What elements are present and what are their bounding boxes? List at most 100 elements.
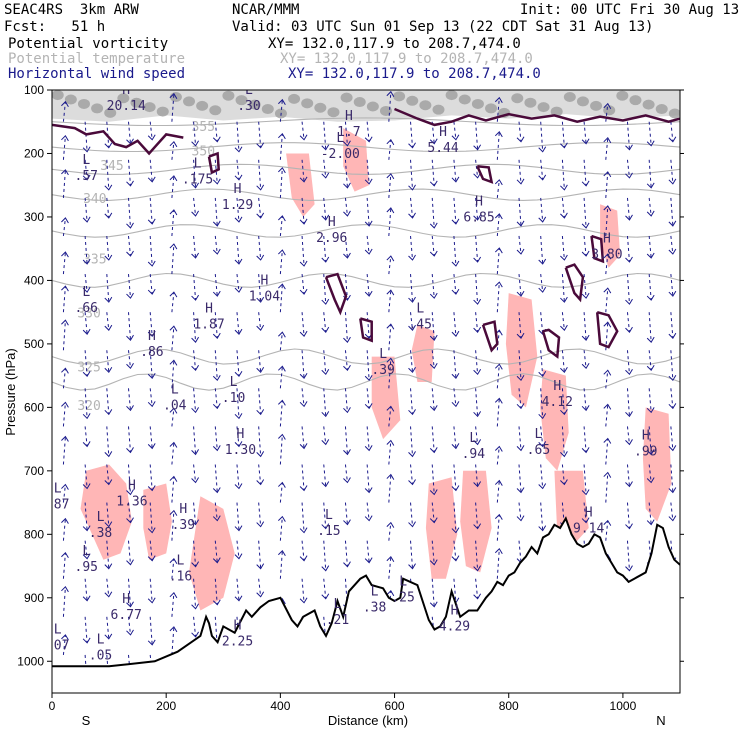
wind-vector	[236, 312, 240, 335]
wind-vector	[648, 426, 652, 455]
wind-vector	[626, 235, 630, 263]
wind-vector	[171, 175, 175, 198]
pv-contour	[394, 107, 680, 127]
init-time: Init: 00 UTC Fri 30 Aug 13	[520, 2, 740, 18]
extremum-label: H6.85	[463, 195, 494, 226]
terrain-line	[52, 516, 680, 668]
wind-arrowhead	[61, 634, 69, 641]
wind-arrowhead	[278, 481, 286, 488]
wind-arrowhead	[625, 565, 633, 572]
wind-arrowhead	[278, 283, 286, 290]
wind-arrowhead	[451, 134, 460, 141]
wind-vector	[62, 252, 66, 275]
wind-arrowhead	[668, 178, 677, 185]
wind-vector	[366, 159, 370, 184]
wind-vector	[540, 312, 544, 335]
wind-arrowhead	[668, 515, 677, 522]
wind-vector	[626, 197, 630, 220]
wind-arrowhead	[408, 479, 416, 486]
pv-contour	[476, 164, 494, 184]
wind-arrowhead	[169, 243, 178, 250]
wind-vector	[453, 159, 457, 182]
wind-vector	[323, 121, 327, 150]
wind-vector	[279, 516, 283, 541]
wind-arrowhead	[494, 281, 503, 288]
wind-arrowhead	[299, 260, 308, 267]
wind-arrowhead	[169, 325, 178, 332]
wind-vector	[388, 324, 392, 351]
wind-arrowhead	[429, 222, 438, 229]
wind-arrowhead	[212, 599, 221, 606]
wind-arrowhead	[126, 447, 134, 454]
wind-vector	[193, 426, 197, 455]
extremum-letter: H	[328, 215, 336, 230]
wind-arrowhead	[321, 368, 330, 376]
extremum-label: L.38	[363, 584, 386, 615]
extremum-value: 9.14	[573, 522, 604, 537]
wind-vector	[236, 350, 240, 377]
wind-arrowhead	[516, 332, 525, 339]
extremum-label: H.86	[140, 329, 163, 360]
wind-vector	[496, 364, 500, 389]
wind-arrowhead	[299, 218, 308, 225]
wind-vector	[648, 235, 652, 259]
pv-contour-layer	[52, 107, 680, 359]
stratosphere-blob	[524, 97, 537, 108]
wind-arrowhead	[668, 403, 677, 410]
wind-arrowhead	[104, 563, 113, 570]
wind-vector	[496, 282, 500, 313]
wind-arrowhead	[169, 359, 178, 366]
stratosphere-blob	[248, 99, 261, 110]
wind-arrowhead	[581, 138, 590, 145]
wind-arrowhead	[256, 324, 265, 331]
wind-arrowhead	[169, 141, 178, 148]
wind-vector	[496, 480, 500, 503]
wind-vector	[518, 197, 522, 226]
wind-arrowhead	[104, 451, 113, 458]
wind-vector	[84, 121, 88, 152]
extremum-label: H1.7	[337, 109, 360, 140]
y-tick-label: 900	[24, 591, 44, 605]
wind-vector	[84, 464, 88, 489]
wind-vector	[128, 274, 132, 299]
wind-arrowhead	[61, 435, 69, 442]
wind-arrowhead	[494, 96, 503, 103]
wind-vector	[410, 388, 414, 415]
legend-pv-range: XY= 132.0,117.9 to 208.7,474.0	[268, 36, 521, 52]
pv-shaded-area	[80, 464, 132, 560]
wind-arrowhead	[603, 321, 612, 328]
wind-arrowhead	[451, 176, 460, 183]
wind-arrowhead	[603, 137, 612, 144]
wind-arrowhead	[343, 252, 351, 259]
wind-vector	[540, 350, 544, 377]
wind-arrowhead	[451, 288, 460, 295]
wind-vector	[128, 159, 132, 186]
wind-vector	[171, 476, 175, 503]
wind-vector	[236, 502, 240, 531]
stratosphere-blob	[183, 96, 196, 107]
extremum-label: L.16	[169, 553, 192, 584]
extremum-label: H4.12	[542, 379, 573, 410]
stratosphere-blob	[550, 106, 563, 117]
wind-arrowhead	[625, 326, 633, 333]
wind-vector	[410, 235, 414, 261]
extremum-letter: L	[371, 584, 379, 599]
wind-arrowhead	[581, 517, 590, 524]
stratosphere-blob	[445, 90, 458, 101]
wind-arrowhead	[343, 364, 351, 372]
wind-arrowhead	[126, 180, 134, 187]
pv-shaded-area	[505, 293, 538, 408]
wind-vector	[279, 400, 283, 427]
extremum-label: L.95	[75, 544, 98, 575]
extremum-letter: L	[177, 553, 185, 568]
wind-vector	[431, 464, 435, 495]
wind-arrowhead	[299, 372, 308, 380]
wind-arrowhead	[126, 559, 134, 566]
wind-vector	[626, 274, 630, 305]
extremum-letter: H	[179, 502, 187, 517]
wind-arrowhead	[343, 477, 351, 484]
pv-shaded-area	[460, 470, 492, 573]
wind-arrowhead	[82, 216, 91, 223]
wind-vector	[301, 578, 305, 603]
